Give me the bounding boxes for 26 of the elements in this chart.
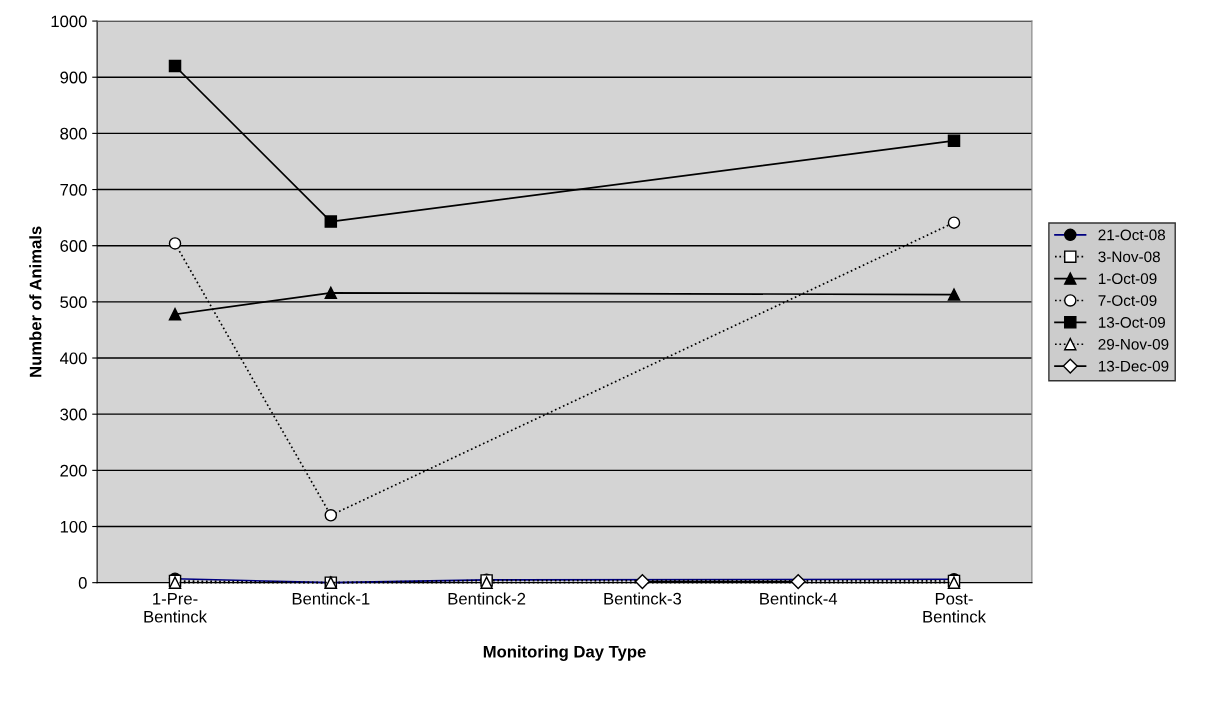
- y-tick-label: 0: [78, 577, 87, 589]
- legend-label: 21-Oct-08: [1098, 229, 1166, 241]
- x-tick-label: Bentinck-3: [604, 592, 682, 605]
- y-tick-label: 200: [60, 464, 87, 477]
- x-tick-label: Post- Bentinck: [923, 592, 986, 623]
- legend-label: 13-Dec-09: [1098, 360, 1169, 372]
- x-tick-label: 1-Pre- Bentinck: [144, 592, 207, 623]
- y-tick-label: 100: [60, 520, 87, 533]
- x-tick-label: Bentinck-1: [292, 592, 370, 605]
- y-tick-label: 1000: [51, 15, 87, 28]
- x-axis-title: Monitoring Day Type: [483, 645, 646, 661]
- legend-label: 3-Nov-08: [1098, 251, 1160, 263]
- legend-label: 7-Oct-09: [1098, 295, 1157, 306]
- y-axis-title: Number of Animals: [29, 226, 42, 377]
- y-tick-label: 800: [60, 127, 87, 140]
- y-tick-label: 500: [60, 296, 87, 309]
- y-tick-label: 900: [60, 71, 87, 84]
- legend-label: 1-Oct-09: [1098, 273, 1157, 285]
- x-tick-label: Bentinck-4: [760, 592, 838, 605]
- y-tick-label: 300: [60, 408, 87, 421]
- y-tick-label: 600: [60, 240, 87, 252]
- legend-label: 29-Nov-09: [1098, 338, 1169, 350]
- y-tick-label: 400: [59, 352, 87, 365]
- x-tick-label: Bentinck-2: [448, 592, 526, 605]
- legend-label: 13-Oct-09: [1098, 317, 1165, 328]
- y-tick-label: 700: [60, 183, 87, 196]
